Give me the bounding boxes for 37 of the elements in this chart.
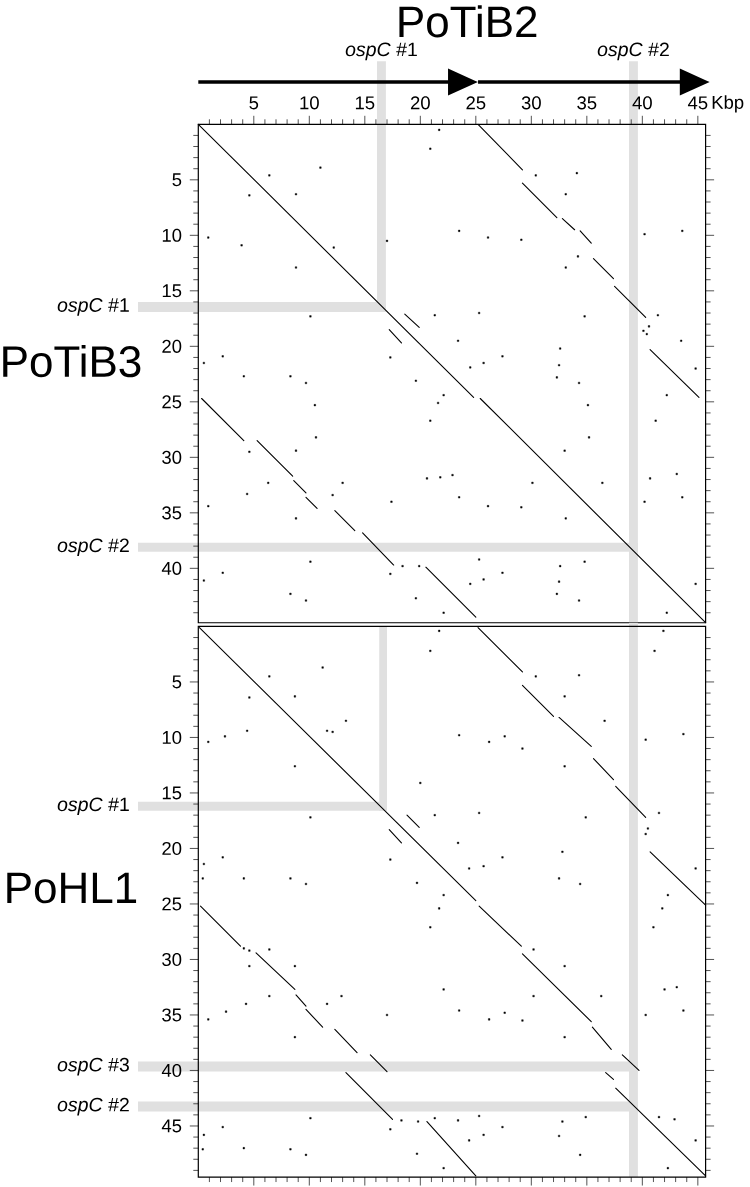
- y-tick-label: 40: [161, 561, 182, 575]
- x-tick-label: 30: [521, 96, 541, 110]
- y-tick-label: 35: [162, 1008, 182, 1022]
- x-tick-label: 15: [355, 96, 375, 110]
- band-label: ospC #2: [597, 42, 669, 61]
- y-tick-label: 10: [162, 228, 182, 242]
- y-tick-label: 30: [162, 450, 182, 464]
- y-tick-label: 25: [162, 897, 182, 911]
- x-axis-title: Kbp: [712, 95, 744, 113]
- band-label: ospC #2: [57, 538, 129, 557]
- y-tick-label: 25: [162, 395, 182, 409]
- y-tick-label: 40: [161, 1063, 182, 1078]
- band-label: ospC #1: [57, 797, 129, 816]
- band-label: ospC #1: [57, 298, 129, 316]
- y-tick-label: 15: [162, 284, 182, 298]
- x-tick-label: 10: [300, 96, 319, 110]
- y-tick-label: 10: [162, 730, 182, 744]
- y-tick-label: 20: [162, 339, 182, 353]
- y-axis-title: PoHL1: [7, 872, 137, 904]
- y-tick-label: 45: [161, 1119, 182, 1133]
- band-label: ospC #2: [57, 1097, 129, 1116]
- y-tick-label: 35: [162, 506, 182, 520]
- y-axis-title: PoTiB3: [3, 344, 141, 378]
- x-tick-label: 40: [632, 96, 652, 110]
- y-tick-label: 20: [162, 841, 182, 856]
- y-tick-label: 5: [172, 173, 182, 187]
- x-tick-label: 45: [687, 96, 708, 110]
- x-tick-label: 5: [249, 96, 259, 110]
- y-tick-label: 30: [162, 952, 182, 967]
- x-tick-label: 20: [410, 96, 430, 110]
- y-tick-label: 15: [162, 786, 182, 800]
- band-label: ospC #3: [57, 1057, 129, 1076]
- y-tick-label: 5: [172, 675, 182, 689]
- x-tick-label: 35: [577, 96, 597, 110]
- x-tick-label: 25: [466, 96, 486, 110]
- chart-title: PoTiB2: [399, 5, 537, 38]
- band-label: ospC #1: [345, 42, 417, 61]
